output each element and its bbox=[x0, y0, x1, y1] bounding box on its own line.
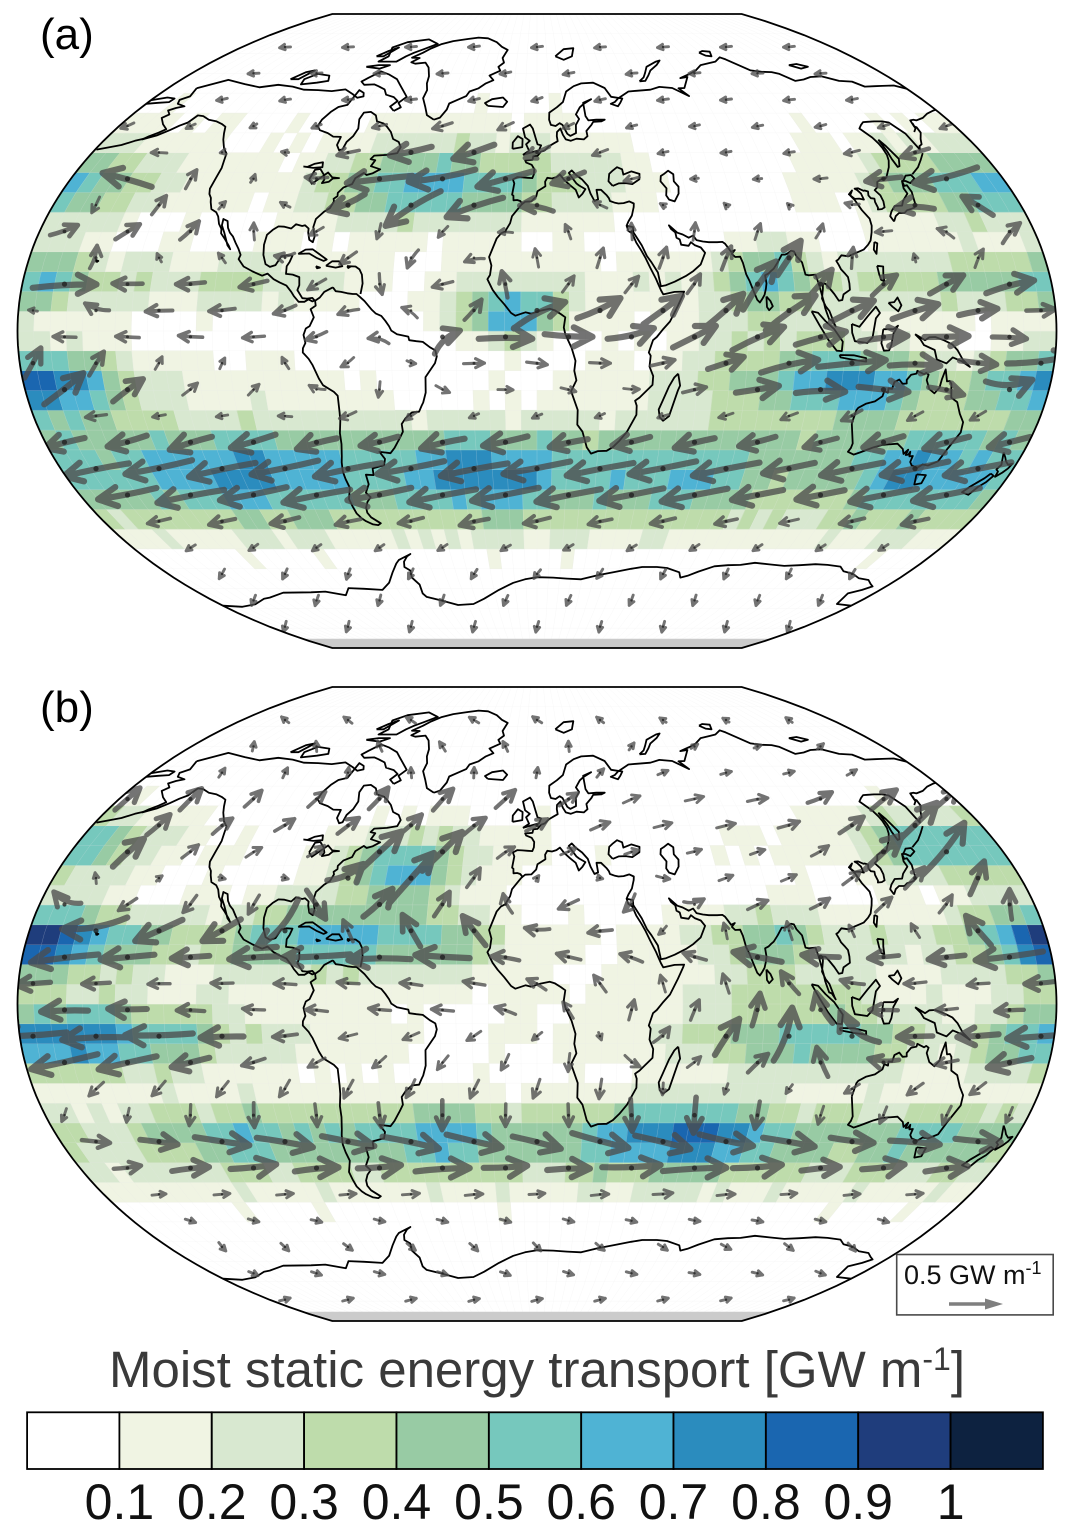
svg-text:0.5: 0.5 bbox=[454, 1474, 524, 1530]
svg-text:0.6: 0.6 bbox=[546, 1474, 616, 1530]
svg-text:1: 1 bbox=[937, 1474, 965, 1530]
svg-text:0.8: 0.8 bbox=[731, 1474, 801, 1530]
svg-text:(b): (b) bbox=[40, 683, 94, 732]
svg-text:0.9: 0.9 bbox=[823, 1474, 893, 1530]
svg-text:(a): (a) bbox=[40, 10, 94, 59]
svg-text:0.4: 0.4 bbox=[362, 1474, 432, 1530]
svg-text:0.3: 0.3 bbox=[269, 1474, 339, 1530]
svg-text:0.7: 0.7 bbox=[639, 1474, 709, 1530]
svg-text:0.1: 0.1 bbox=[85, 1474, 155, 1530]
svg-text:0.2: 0.2 bbox=[177, 1474, 247, 1530]
svg-text:0.5 GW m-1: 0.5 GW m-1 bbox=[904, 1258, 1042, 1290]
svg-text:Moist static energy transport: Moist static energy transport [GW m-1] bbox=[109, 1341, 965, 1398]
